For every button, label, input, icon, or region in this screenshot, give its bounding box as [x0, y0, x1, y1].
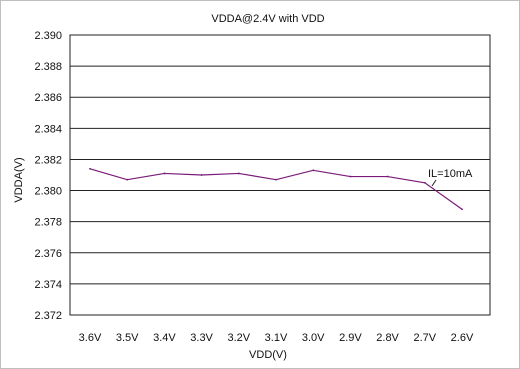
- y-tick-label: 2.378: [34, 217, 62, 229]
- plot-area: 2.390 2.388 2.386 2.384 2.382 2.380 2.378 2.376…: [34, 30, 491, 344]
- data-point: [237, 172, 240, 175]
- y-tick-label: 2.386: [34, 92, 62, 104]
- y-tick-label: 2.376: [34, 248, 62, 260]
- x-tick-label: 3.6V: [79, 332, 102, 344]
- x-tick-label: 3.1V: [265, 332, 288, 344]
- y-tick-label: 2.380: [34, 186, 62, 198]
- data-point: [423, 181, 426, 184]
- x-axis-title: VDD(V): [249, 349, 287, 361]
- y-tick-label: 2.382: [34, 154, 62, 166]
- data-point: [275, 178, 277, 181]
- data-point: [163, 172, 166, 175]
- x-tick-label: 3.5V: [116, 332, 139, 344]
- x-tick-label: 2.6V: [451, 332, 474, 344]
- x-tick-label: 2.7V: [413, 332, 436, 344]
- data-point: [349, 175, 352, 178]
- x-tick-label: 3.3V: [190, 332, 213, 344]
- x-tick-label: 2.9V: [339, 332, 362, 344]
- y-tick-label: 2.388: [34, 61, 62, 73]
- x-tick-label: 3.0V: [302, 332, 325, 344]
- x-tick-label: 2.8V: [376, 332, 399, 344]
- annotation-leader: [431, 179, 437, 187]
- y-axis-title: VDDA(V): [13, 157, 25, 202]
- data-point: [126, 178, 129, 181]
- y-tick-label: 2.374: [34, 279, 62, 291]
- data-point: [200, 174, 203, 176]
- data-point: [461, 208, 463, 211]
- x-tick-label: 3.2V: [227, 332, 250, 344]
- data-point: [89, 167, 91, 170]
- data-point: [312, 169, 315, 172]
- x-tick-label: 3.4V: [153, 332, 176, 344]
- series-annotation: IL=10mA: [428, 168, 473, 180]
- y-tick-label: 2.390: [34, 30, 62, 42]
- y-tick-label: 2.372: [34, 310, 62, 322]
- data-point: [386, 175, 389, 178]
- chart-title: VDDA@2.4V with VDD: [211, 13, 324, 25]
- y-tick-label: 2.384: [34, 123, 62, 135]
